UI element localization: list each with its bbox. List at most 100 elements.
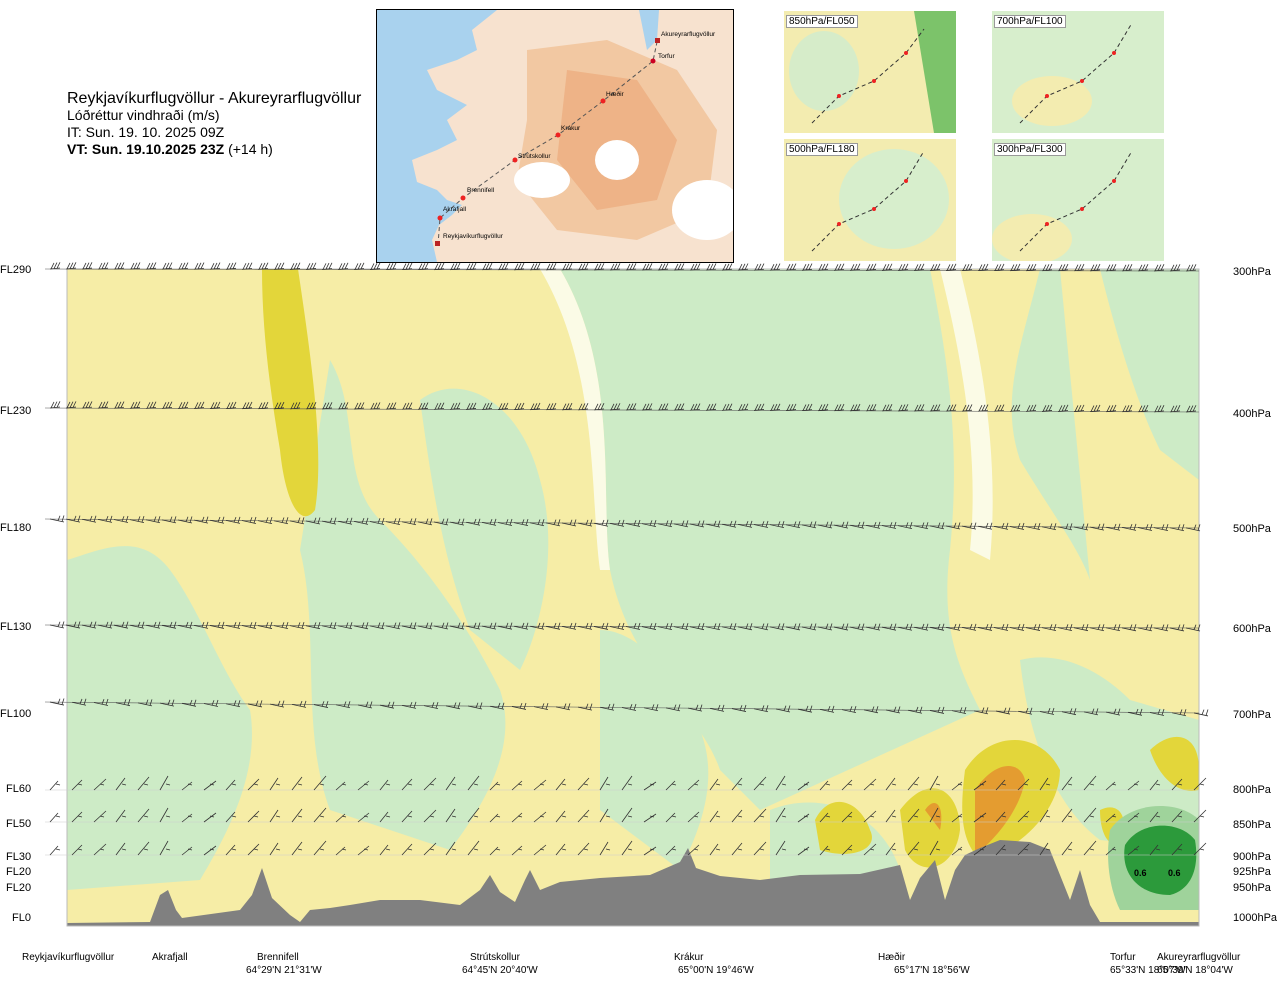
pressure-label: 600hPa [1233, 623, 1272, 635]
wind-barbs [49, 262, 1209, 856]
wind-barb [961, 522, 977, 530]
wind-barb [115, 699, 131, 707]
wind-barb [257, 262, 269, 270]
wind-barb [841, 844, 853, 856]
wind-barb [593, 403, 605, 411]
wind-barb [973, 812, 987, 823]
wind-barb [929, 522, 945, 530]
wind-barb [113, 262, 125, 270]
wind-barb [769, 623, 785, 631]
wind-barb [445, 776, 457, 791]
wind-barb [643, 704, 659, 712]
wind-barb [497, 262, 509, 271]
wind-barb [977, 404, 989, 412]
wind-barb [65, 401, 77, 409]
wind-barb [1061, 708, 1077, 716]
wind-barb [129, 621, 145, 629]
wind-barb [929, 807, 941, 823]
wind-barb [1121, 624, 1137, 632]
wind-barb [1149, 811, 1161, 823]
wind-barb [673, 403, 685, 411]
wind-barb [709, 704, 725, 712]
wind-barb [1105, 523, 1121, 531]
wind-barb [65, 621, 81, 629]
wind-barb [929, 775, 941, 791]
wind-barb [1171, 843, 1183, 856]
wind-barb [897, 404, 909, 412]
wind-barb [881, 263, 893, 271]
wind-barb [819, 845, 831, 856]
wind-barb [115, 809, 127, 823]
wind-barb [593, 263, 605, 271]
wind-barb [449, 402, 461, 410]
wind-barb [555, 778, 567, 791]
initial-time: IT: Sun. 19. 10. 2025 09Z [67, 124, 225, 140]
wind-barb [753, 263, 765, 271]
wind-barb [209, 516, 225, 524]
wind-barb [1017, 707, 1033, 715]
wind-barb [71, 779, 83, 791]
wind-barb [657, 520, 673, 528]
wind-barb [785, 263, 797, 271]
wind-barb [129, 262, 141, 270]
wind-barb [533, 703, 549, 711]
wind-barb [993, 623, 1009, 631]
wind-barb [577, 809, 590, 823]
station-label: Brennifell [257, 952, 299, 963]
fl-label: FL50 [6, 818, 31, 830]
wind-barb [305, 517, 321, 525]
wind-barb [865, 623, 881, 631]
wind-barb [849, 263, 861, 271]
wind-barb [511, 702, 527, 710]
fl-label: FL290 [0, 264, 31, 276]
wind-barb [321, 402, 333, 410]
station-label: Krákur [674, 952, 704, 963]
wind-barb [71, 811, 83, 823]
wind-barb [929, 263, 941, 271]
station-coord: 64°45'N 20°40'W [462, 965, 538, 976]
annotation-value: 0.6 [1168, 868, 1181, 878]
wind-barb [353, 517, 369, 525]
wind-barb [417, 402, 429, 410]
wind-barb [257, 401, 269, 410]
wind-barb [865, 521, 881, 529]
wind-barb [1039, 809, 1051, 823]
wind-barb [321, 262, 333, 270]
mini-map-label: 500hPa/FL180 [786, 143, 858, 156]
wind-barb [797, 813, 810, 823]
wind-barb [577, 842, 590, 856]
wind-barb [209, 401, 221, 409]
wind-barb [737, 623, 753, 631]
wind-barb [641, 622, 657, 630]
wind-barb [897, 263, 909, 271]
wind-barb [977, 522, 993, 530]
wind-barb [49, 780, 61, 791]
wind-barb [321, 622, 337, 630]
wind-barb [1137, 264, 1149, 272]
wind-barb [1153, 264, 1165, 272]
wind-barb [775, 775, 787, 791]
wind-barb [1127, 845, 1140, 856]
wind-barb [1105, 263, 1117, 272]
wind-barb [335, 781, 347, 791]
wind-barb [137, 776, 150, 791]
wind-barb [1193, 777, 1207, 791]
wind-barb [313, 775, 327, 791]
wind-barb [907, 776, 920, 791]
wind-barb [1017, 843, 1030, 856]
wind-barb [737, 520, 753, 528]
wind-barb [849, 623, 865, 631]
wind-barb [1105, 813, 1117, 823]
wind-barb [305, 622, 321, 630]
wind-barb [385, 262, 397, 270]
wind-barb [401, 778, 413, 791]
wind-barb [401, 701, 417, 709]
wind-barb [159, 699, 175, 707]
wind-barb [145, 401, 157, 409]
wind-barb [445, 808, 457, 823]
map-label-strutskollur: Strútskollur [518, 153, 551, 160]
wind-barb [945, 623, 961, 631]
wind-barb [1057, 523, 1073, 531]
wind-barb [481, 518, 497, 526]
wind-barb [65, 515, 81, 523]
